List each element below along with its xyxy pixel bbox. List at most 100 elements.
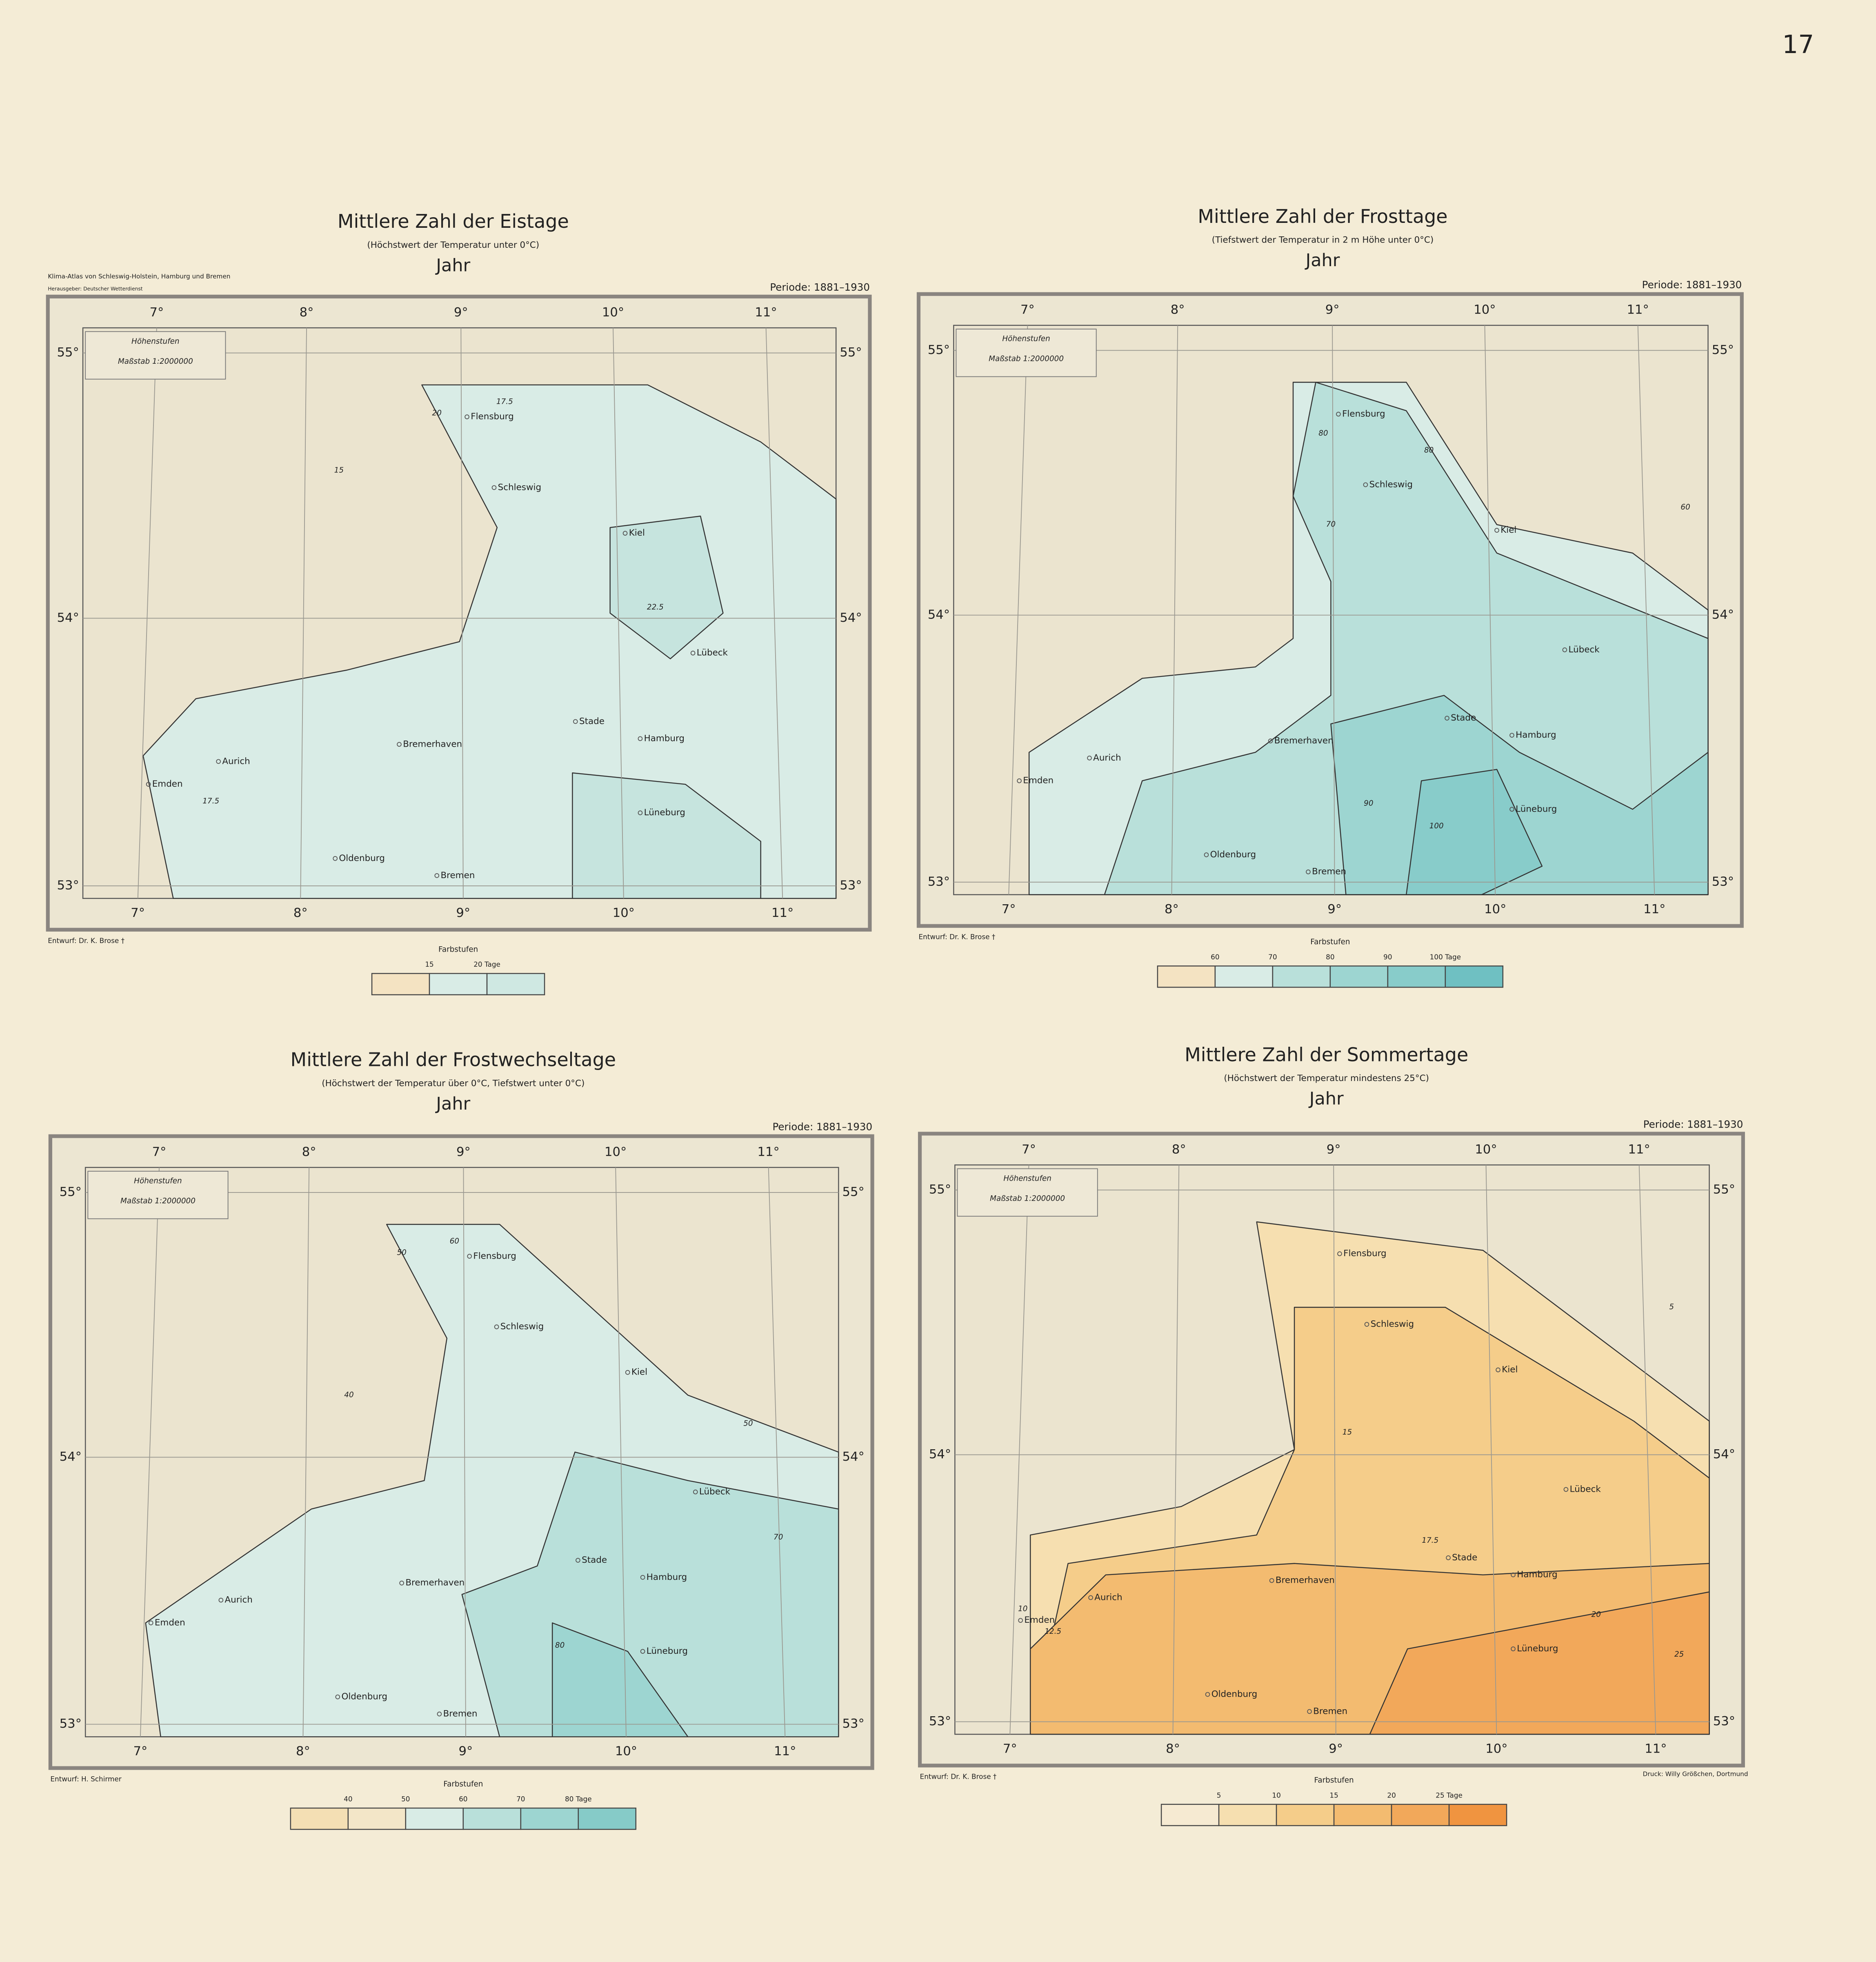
meridian <box>1484 325 1496 895</box>
contour-label: 15 <box>334 466 344 474</box>
longitude-label: 10° <box>1474 303 1496 317</box>
place-dot <box>1269 1578 1274 1583</box>
contour-label: 80 <box>1318 429 1328 438</box>
contour-label: 20 <box>432 409 442 418</box>
place-dot <box>1496 1367 1500 1373</box>
meridian <box>302 1167 310 1737</box>
place-name: Kiel <box>1502 1365 1518 1375</box>
color-zone <box>572 772 761 899</box>
longitude-label: 10° <box>605 1145 627 1159</box>
color-zone <box>1406 769 1543 895</box>
place-dot <box>434 873 440 878</box>
place-dot <box>1088 1595 1093 1600</box>
place-dot <box>1337 1251 1342 1256</box>
color-zone <box>609 516 724 659</box>
place-dot <box>1336 412 1341 417</box>
place-dot <box>1205 1692 1210 1697</box>
longitude-label: 7° <box>1022 1142 1036 1157</box>
latitude-label: 53° <box>1712 874 1734 889</box>
legend-swatch <box>1448 1804 1507 1826</box>
contour-label: 15 <box>1343 1428 1352 1437</box>
meridian <box>137 328 157 899</box>
place-name: Bremen <box>1312 867 1346 877</box>
legend-title: Farbstufen <box>1310 938 1350 946</box>
atlas-note: Klima-Atlas von Schleswig-Holstein, Hamb… <box>48 273 230 280</box>
place-dot <box>146 782 151 787</box>
page-number: 17 <box>1782 30 1814 59</box>
scale-box-scale: Maßstab 1:2000000 <box>120 1197 196 1205</box>
latitude-label: 55° <box>928 343 950 357</box>
contour-label: 12.5 <box>1045 1627 1061 1636</box>
legend-label: 70 <box>516 1795 525 1803</box>
legend-label: 100 Tage <box>1430 953 1461 961</box>
scale-box-title: Höhenstufen <box>131 337 180 346</box>
longitude-label: 10° <box>613 906 635 920</box>
meridian <box>140 1167 160 1737</box>
place-dot <box>638 810 643 815</box>
place-dot <box>335 1694 340 1700</box>
legend-label: 20 Tage <box>473 960 500 968</box>
contour-label: 90 <box>1364 799 1373 807</box>
contour-label: 17.5 <box>202 797 219 805</box>
place-name: Bremen <box>443 1709 478 1719</box>
legend-swatch <box>1329 965 1389 988</box>
place-name: Stade <box>579 716 605 726</box>
place-name: Schleswig <box>1369 479 1413 489</box>
scale-box-title: Höhenstufen <box>134 1177 182 1185</box>
place-dot <box>1563 1487 1569 1492</box>
place-dot <box>622 531 628 536</box>
legend-title: Farbstufen <box>1314 1776 1354 1785</box>
legend-label: 60 <box>459 1795 467 1803</box>
place-dot <box>638 736 643 741</box>
longitude-label: 11° <box>1645 1742 1667 1756</box>
contour-label: 60 <box>450 1237 459 1246</box>
meridian <box>1008 325 1028 895</box>
contour-label: 40 <box>344 1391 353 1399</box>
longitude-label: 11° <box>1627 303 1649 317</box>
place-name: Stade <box>582 1555 607 1565</box>
place-dot <box>397 742 402 747</box>
longitude-label: 7° <box>1020 303 1035 317</box>
place-name: Aurich <box>1094 1592 1122 1602</box>
longitude-label: 9° <box>1329 1742 1343 1756</box>
longitude-label: 9° <box>1327 1142 1341 1157</box>
meridian <box>463 1167 466 1737</box>
place-dot <box>625 1370 630 1375</box>
place-name: Oldenburg <box>339 853 385 863</box>
place-name: Bremen <box>1313 1706 1347 1716</box>
place-dot <box>437 1711 442 1717</box>
legend-title: Farbstufen <box>438 945 478 954</box>
map-credit: Entwurf: Dr. K. Brose † <box>48 937 124 945</box>
contour-label: 80 <box>555 1641 565 1650</box>
scale-box <box>956 329 1097 377</box>
place-dot <box>1017 778 1022 783</box>
place-name: Bremen <box>440 870 475 881</box>
place-name: Flensburg <box>471 412 513 422</box>
longitude-label: 10° <box>1485 1742 1507 1756</box>
legend-label: 15 <box>425 960 433 968</box>
contour-label: 70 <box>1326 520 1336 529</box>
contour-label: 100 <box>1429 822 1444 830</box>
latitude-label: 55° <box>929 1182 951 1197</box>
contour-label: 22.5 <box>647 603 664 612</box>
place-name: Bremerhaven <box>403 739 462 749</box>
scale-box-scale: Maßstab 1:2000000 <box>118 357 193 366</box>
map-season: Jahr <box>435 1094 470 1114</box>
place-name: Oldenburg <box>1211 1689 1257 1700</box>
legend-swatch <box>520 1807 579 1830</box>
longitude-label: 11° <box>758 1145 780 1159</box>
printer: Druck: Willy Größchen, Dortmund <box>1643 1771 1748 1778</box>
contour-label: 80 <box>1424 446 1434 455</box>
legend-label: 90 <box>1383 953 1392 961</box>
latitude-label: 53° <box>929 1714 951 1728</box>
map-credit: Entwurf: Dr. K. Brose † <box>920 1772 997 1780</box>
meridian <box>613 328 624 899</box>
contour-label: 50 <box>743 1419 753 1428</box>
latitude-label: 54° <box>60 1450 82 1464</box>
place-dot <box>491 485 497 490</box>
place-name: Lüneburg <box>1517 1644 1558 1654</box>
longitude-label: 10° <box>1484 902 1506 916</box>
scale-box-title: Höhenstufen <box>1002 335 1050 343</box>
latitude-label: 55° <box>60 1185 82 1199</box>
contour-label: 70 <box>774 1533 783 1542</box>
